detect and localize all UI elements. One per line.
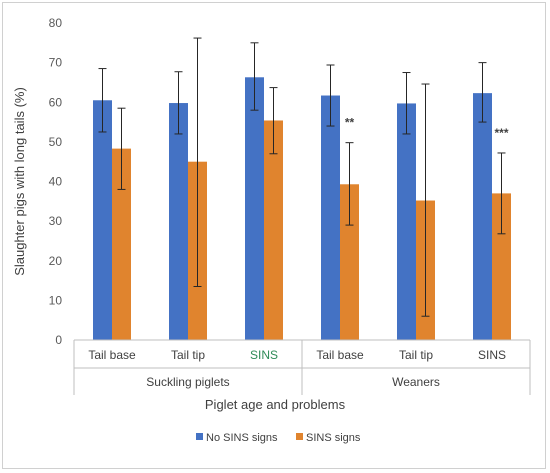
x-group-label: Weaners bbox=[392, 375, 440, 389]
y-tick-label: 0 bbox=[55, 333, 62, 347]
x-category-label: SINS bbox=[478, 348, 506, 362]
bar-sins bbox=[112, 148, 131, 340]
y-tick-label: 30 bbox=[49, 214, 63, 228]
x-category-label: Tail tip bbox=[399, 348, 433, 362]
legend-swatch bbox=[196, 433, 203, 440]
significance-label: ** bbox=[345, 116, 355, 130]
y-tick-label: 40 bbox=[49, 175, 63, 189]
bar-no-sins bbox=[245, 77, 264, 340]
legend-label: No SINS signs bbox=[206, 432, 278, 444]
legend-label: SINS signs bbox=[306, 432, 361, 444]
y-tick-label: 20 bbox=[49, 254, 63, 268]
x-axis-title: Piglet age and problems bbox=[205, 397, 346, 412]
legend: No SINS signs SINS signs bbox=[196, 432, 361, 444]
legend-swatch bbox=[296, 433, 303, 440]
bar-no-sins bbox=[169, 103, 188, 340]
bar-sins bbox=[264, 120, 283, 340]
bar-no-sins bbox=[473, 93, 492, 340]
y-axis-ticks: 0 10 20 30 40 50 60 70 80 bbox=[49, 16, 63, 347]
x-category-label: Tail base bbox=[88, 348, 136, 362]
error-bars bbox=[98, 37, 506, 317]
significance-annotations: ***** bbox=[345, 116, 509, 140]
bars bbox=[93, 77, 511, 340]
significance-label: *** bbox=[494, 126, 508, 140]
y-tick-label: 60 bbox=[49, 95, 63, 109]
y-tick-label: 50 bbox=[49, 135, 63, 149]
x-group-label: Suckling piglets bbox=[146, 375, 229, 389]
bar-no-sins bbox=[321, 95, 340, 340]
bar-sins bbox=[492, 193, 511, 340]
y-axis-title: Slaughter pigs with long tails (%) bbox=[12, 87, 27, 276]
x-category-label: Tail base bbox=[316, 348, 364, 362]
bar-no-sins bbox=[93, 100, 112, 340]
bar-sins bbox=[340, 184, 359, 340]
y-tick-label: 70 bbox=[49, 56, 63, 70]
x-axis: Tail base Tail tip SINS Tail base Tail tip SI… bbox=[73, 339, 531, 395]
x-category-label: SINS bbox=[250, 348, 278, 362]
x-category-label: Tail tip bbox=[171, 348, 205, 362]
y-tick-label: 80 bbox=[49, 16, 63, 30]
y-tick-label: 10 bbox=[49, 293, 63, 307]
bar-no-sins bbox=[397, 103, 416, 340]
